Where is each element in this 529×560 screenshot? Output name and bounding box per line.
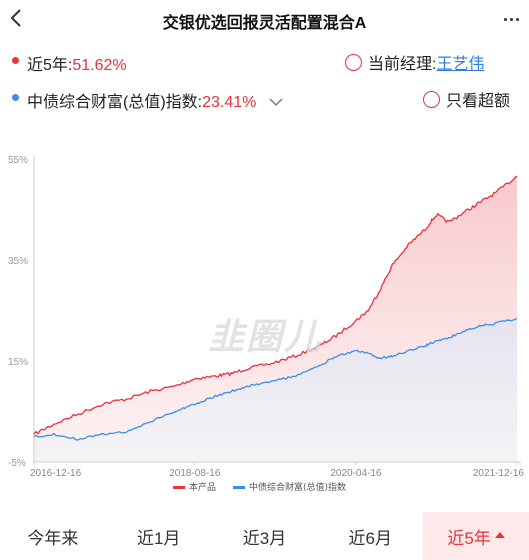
tab-period[interactable]: 近3月 [212,512,318,560]
watermark-logo: 韭圈儿 [208,316,323,357]
tab-period[interactable]: 近5年 [423,512,529,560]
product-return-row: 近5年:51.62% 当前经理: 王艺伟 [0,49,529,75]
product-return-value: 51.62% [72,57,127,74]
current-manager-option[interactable]: 当前经理: 王艺伟 [345,50,484,74]
tab-period[interactable]: 近1月 [106,512,212,560]
y-tick-label: 35% [8,256,28,267]
more-dots-icon [503,17,507,21]
x-tick-label: 2016-12-16 [30,468,82,479]
manager-link[interactable]: 王艺伟 [436,56,485,73]
tab-label: 今年来 [27,528,79,548]
tab-label: 近6月 [348,528,393,548]
legend-index-swatch [233,486,245,489]
product-line [33,175,518,435]
legend-index-label: 中债综合财富(总值)指数 [249,481,346,493]
legend-product-swatch [173,486,185,489]
y-tick-label: 55% [8,155,28,166]
sort-up-icon [494,532,505,538]
index-selector[interactable]: 中债综合财富(总值)指数:23.41% [27,88,283,112]
y-tick-label: -5% [8,458,26,469]
header-bar: 交银优选回报灵活配置混合A [0,0,529,40]
tab-period[interactable]: 近6月 [317,512,423,560]
excess-only-option[interactable]: 只看超额 [423,87,510,111]
period-tabs: 今年来 近1月 近3月 近6月 近5年 [0,512,529,560]
index-line [33,317,518,441]
excess-only-label: 只看超额 [446,93,511,110]
legend-product-label: 本产品 [189,481,216,493]
tab-label: 近5年 [447,528,491,548]
radio-icon[interactable] [423,90,440,108]
index-dot-icon [12,94,19,101]
more-button[interactable] [499,9,523,29]
x-tick-label: 2020-04-16 [330,468,382,479]
chart-svg: 55% 35% 15% -5% 2016-12-16 2018-08-16 2020-04-… [8,155,525,493]
index-return-label: 中债综合财富(总值)指数: [27,94,203,111]
y-tick-label: 15% [8,357,28,368]
x-tick-label: 2018-08-16 [169,468,221,479]
back-button[interactable] [4,6,28,30]
index-return-row: 中债综合财富(总值)指数:23.41% 只看超额 [0,86,529,112]
tab-label: 近1月 [136,528,181,548]
manager-label: 当前经理: [368,56,437,73]
chevron-down-icon[interactable] [269,98,283,107]
radio-icon[interactable] [345,53,362,71]
tab-period[interactable]: 今年来 [0,512,106,560]
page-title: 交银优选回报灵活配置混合A [162,15,367,32]
tab-label: 近3月 [242,528,287,548]
index-area [34,318,517,462]
product-return-label: 近5年: [27,57,73,74]
index-return-value: 23.41% [202,94,257,111]
performance-chart[interactable]: 55% 35% 15% -5% 2016-12-16 2018-08-16 2020-04-… [0,140,529,505]
x-tick-label: 2021-12-16 [473,468,525,479]
product-dot-icon [12,57,19,64]
chevron-left-icon [10,9,21,27]
